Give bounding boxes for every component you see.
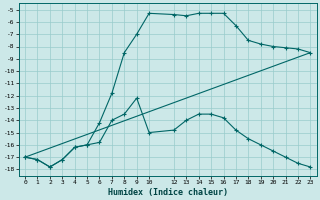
X-axis label: Humidex (Indice chaleur): Humidex (Indice chaleur) bbox=[108, 188, 228, 197]
